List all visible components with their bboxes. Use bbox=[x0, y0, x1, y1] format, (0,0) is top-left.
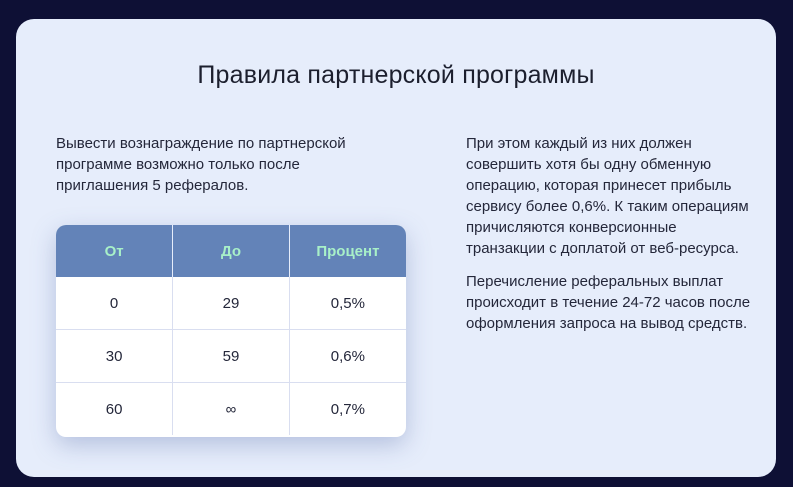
referral-rates-table: От До Процент 0 29 0,5% 30 59 0,6% 60 bbox=[56, 225, 406, 437]
cell-percent: 0,6% bbox=[289, 329, 406, 383]
cell-to: ∞ bbox=[172, 382, 290, 435]
table-header-row: От До Процент bbox=[56, 225, 406, 277]
column-header-from: От bbox=[56, 225, 174, 277]
cell-to: 59 bbox=[172, 329, 290, 383]
page-title: Правила партнерской программы bbox=[197, 61, 595, 89]
cell-from: 30 bbox=[56, 329, 174, 383]
intro-text: Вывести вознаграждение по партнерской пр… bbox=[56, 135, 346, 194]
conditions-paragraph-2: Перечисление реферальных выплат происход… bbox=[466, 273, 751, 332]
table-row: 60 ∞ 0,7% bbox=[56, 382, 406, 435]
rules-card: Правила партнерской программы Вывести во… bbox=[16, 19, 776, 477]
cell-percent: 0,5% bbox=[289, 277, 406, 330]
conditions-text: При этом каждый из них должен совершить … bbox=[466, 133, 756, 334]
cell-from: 60 bbox=[56, 382, 174, 435]
cell-percent: 0,7% bbox=[330, 400, 365, 418]
column-header-percent: Процент bbox=[289, 225, 406, 277]
table-row: 30 59 0,6% bbox=[56, 329, 406, 383]
conditions-paragraph-1: При этом каждый из них должен совершить … bbox=[466, 135, 749, 257]
cell-from: 0 bbox=[56, 277, 174, 330]
cell-to: 29 bbox=[172, 277, 290, 330]
column-header-to: До bbox=[172, 225, 290, 277]
table-row: 0 29 0,5% bbox=[56, 277, 406, 330]
